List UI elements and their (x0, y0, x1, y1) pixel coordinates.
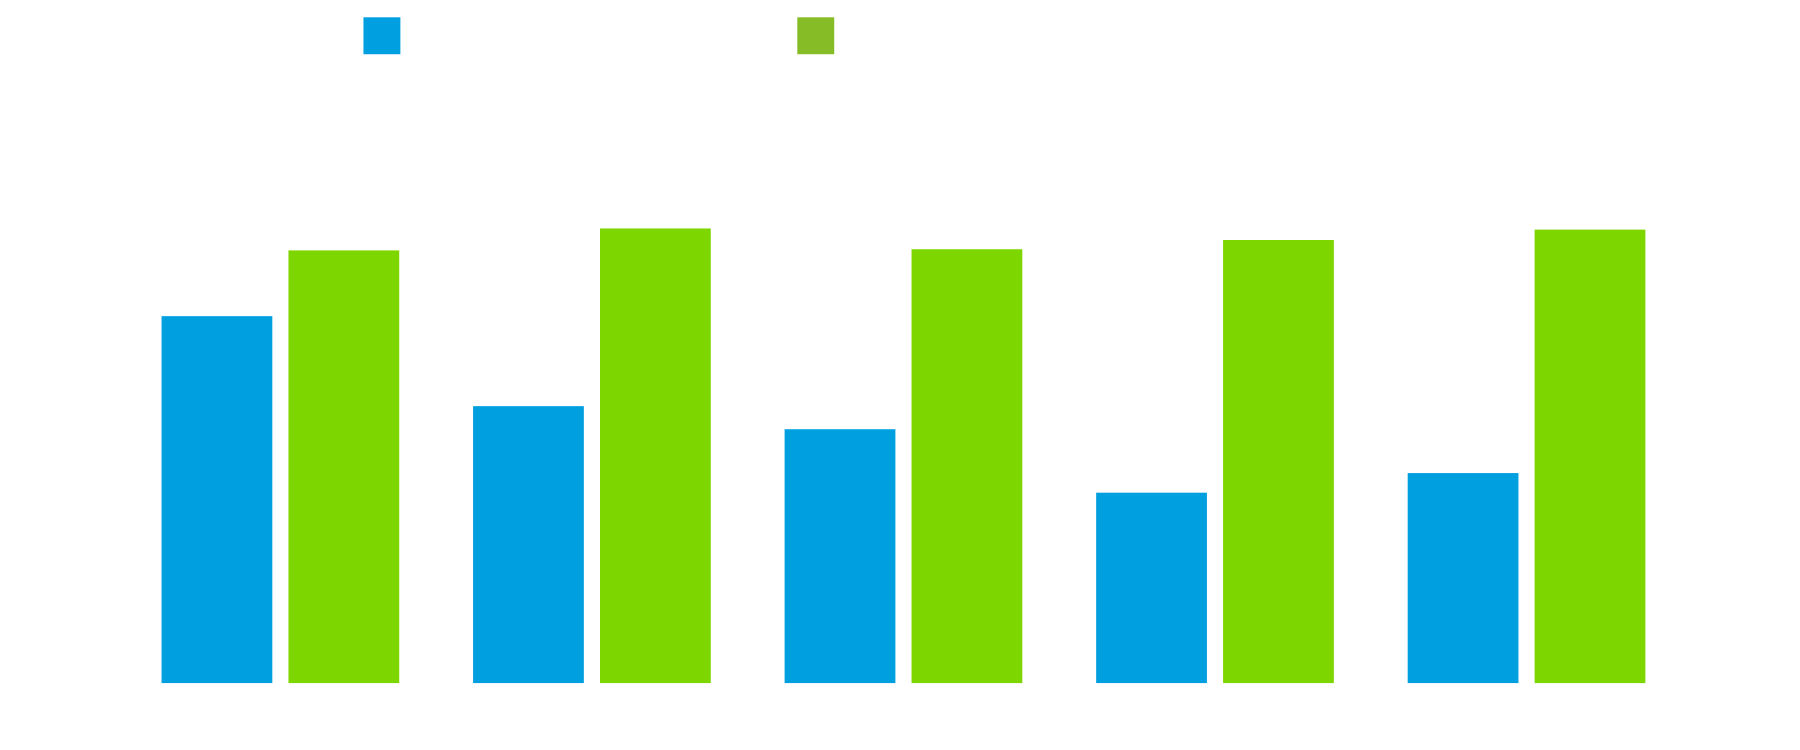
bar (288, 250, 400, 684)
bar (784, 429, 896, 684)
bar (161, 316, 273, 684)
bar (1407, 473, 1519, 684)
bar (1223, 240, 1334, 684)
bar (911, 249, 1023, 684)
legend-swatch (363, 17, 401, 55)
bar (1534, 229, 1646, 684)
bar (473, 406, 584, 684)
legend-swatch (797, 17, 835, 55)
bar (1096, 492, 1207, 684)
bar (600, 228, 711, 684)
